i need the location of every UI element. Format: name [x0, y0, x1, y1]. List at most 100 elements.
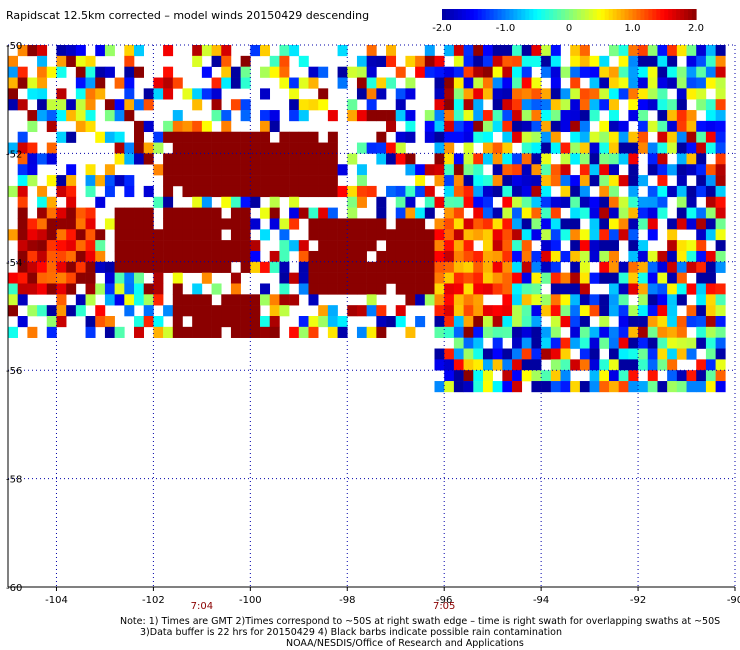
data-cell [211, 77, 222, 89]
data-cell [492, 272, 503, 284]
data-cell [531, 272, 542, 284]
colorbar-segment [680, 9, 685, 20]
data-cell [608, 294, 619, 306]
data-cell [104, 99, 115, 111]
data-cell [628, 131, 639, 143]
data-cell [405, 294, 416, 306]
data-cell [230, 294, 241, 306]
colorbar-segment [445, 9, 451, 20]
data-cell [221, 164, 232, 176]
data-cell [298, 110, 309, 122]
data-cell [628, 229, 639, 241]
data-cell [366, 55, 377, 67]
data-cell [492, 283, 503, 295]
data-cell [56, 207, 67, 219]
data-cell [95, 283, 106, 295]
data-cell [221, 153, 232, 165]
data-cell [482, 261, 493, 273]
data-cell [386, 120, 397, 133]
data-cell [250, 326, 261, 338]
data-cell [657, 88, 668, 100]
data-cell [647, 250, 658, 263]
data-cell [512, 55, 523, 67]
data-cell [56, 99, 67, 111]
data-cell [589, 207, 600, 219]
data-cell [289, 77, 300, 89]
data-cell [250, 164, 261, 176]
data-cell [415, 66, 426, 78]
data-cell [705, 283, 716, 295]
data-cell [134, 66, 145, 78]
data-cell [327, 110, 338, 122]
data-cell [482, 250, 493, 263]
data-cell [104, 218, 115, 230]
data-cell [676, 153, 687, 165]
data-cell [492, 185, 503, 198]
data-cell [570, 326, 581, 338]
data-cell [560, 99, 571, 111]
data-cell [201, 185, 212, 198]
data-cell [453, 153, 464, 165]
data-cell [512, 77, 523, 89]
data-cell [221, 316, 232, 328]
data-cell [424, 272, 435, 284]
data-cell [318, 283, 329, 295]
data-cell [66, 305, 77, 317]
colorbar-segment [465, 9, 471, 20]
colorbar-segment [584, 9, 590, 20]
data-cell [453, 99, 464, 111]
data-cell [579, 120, 590, 133]
data-cell [570, 77, 581, 89]
data-cell [589, 370, 600, 382]
data-cell [395, 196, 406, 208]
colorbar-segment [442, 9, 447, 20]
colorbar-segment [612, 9, 618, 20]
data-cell [289, 185, 300, 198]
data-cell [473, 337, 484, 349]
data-cell [550, 77, 561, 89]
data-cell [715, 294, 726, 306]
data-cell [405, 218, 416, 230]
data-cell [589, 294, 600, 306]
time-annotation: 7:04 [191, 601, 213, 612]
data-cell [308, 283, 319, 295]
data-cell [482, 153, 493, 165]
data-cell [327, 142, 338, 154]
data-cell [647, 120, 658, 133]
data-cell [163, 240, 174, 252]
data-cell [211, 175, 222, 187]
data-cell [153, 272, 164, 284]
data-cell [599, 196, 610, 208]
data-cell [114, 294, 125, 306]
data-cell [628, 370, 639, 382]
data-cell [608, 359, 619, 371]
note-line-3: NOAA/NESDIS/Office of Research and Appli… [286, 638, 524, 649]
data-cell [308, 66, 319, 78]
data-cell [647, 77, 658, 89]
data-cell [482, 88, 493, 100]
data-cell [201, 164, 212, 176]
data-cell [434, 120, 445, 133]
data-cell [541, 88, 552, 100]
data-cell [647, 207, 658, 219]
data-cell [705, 207, 716, 219]
colorbar-segment [616, 9, 622, 20]
data-cell [221, 250, 232, 263]
data-cell [143, 294, 154, 306]
data-cell [27, 175, 38, 187]
data-cell [492, 45, 503, 57]
data-cell [298, 316, 309, 328]
data-cell [230, 66, 241, 78]
data-cell [124, 261, 135, 273]
plot-frame [7, 45, 735, 588]
data-cell [686, 240, 697, 252]
data-cell [715, 337, 726, 349]
data-cell [560, 164, 571, 176]
data-cell [376, 77, 387, 89]
data-cell [153, 164, 164, 176]
x-tick-label: -92 [630, 595, 646, 606]
data-cell [75, 272, 86, 284]
data-cell [366, 99, 377, 111]
data-cell [560, 120, 571, 133]
data-cell [599, 229, 610, 241]
